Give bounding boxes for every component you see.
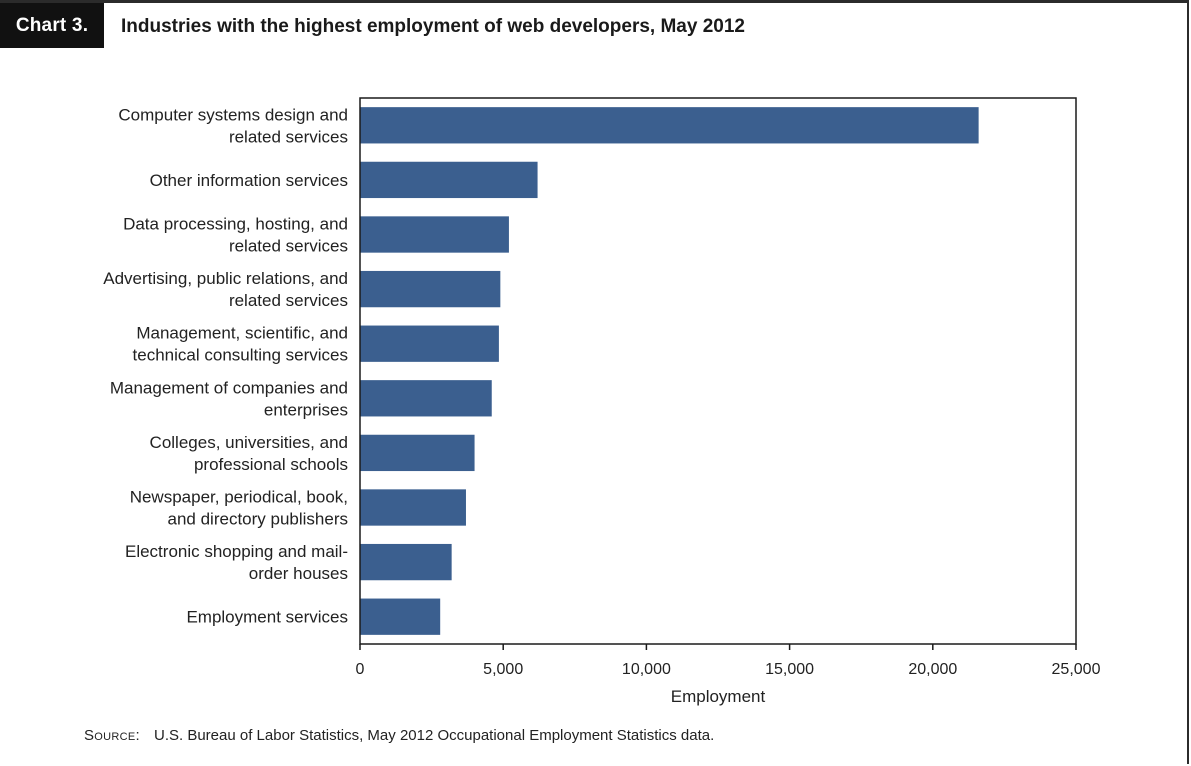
plot-area [359, 97, 1077, 645]
x-tick-label: 5,000 [483, 661, 523, 678]
category-label: Colleges, universities, and [150, 433, 348, 452]
x-tick-label: 20,000 [908, 661, 957, 678]
bar [360, 107, 979, 144]
category-label: Employment services [186, 608, 348, 627]
source-note: Source: U.S. Bureau of Labor Statistics, … [84, 727, 714, 744]
category-label: Management, scientific, and [136, 324, 348, 343]
bar [360, 489, 466, 526]
bar [360, 434, 475, 472]
bar [360, 161, 538, 199]
bar [360, 216, 509, 253]
x-tick-label: 0 [356, 661, 365, 678]
chart-title: Industries with the highest employment o… [121, 16, 745, 37]
chart-number-tag: Chart 3. [0, 3, 104, 48]
bar [360, 598, 441, 635]
category-label: professional schools [194, 455, 348, 474]
category-label: Computer systems design and [118, 105, 348, 124]
category-label: enterprises [264, 400, 348, 419]
bar [360, 325, 499, 362]
category-label: Data processing, hosting, and [123, 215, 348, 234]
category-label: related services [229, 291, 348, 310]
x-axis-label: Employment [671, 687, 766, 706]
category-label: Other information services [150, 171, 348, 190]
category-label: Newspaper, periodical, book, [130, 488, 348, 507]
bar-chart: Computer systems design and related servi… [103, 97, 1101, 706]
x-axis-ticks: 0 5,000 10,000 15,000 20,000 25,000 [356, 644, 1101, 678]
category-label: and directory publishers [168, 510, 348, 529]
bars-group [360, 107, 979, 635]
x-tick-label: 10,000 [622, 661, 671, 678]
source-text: U.S. Bureau of Labor Statistics, May 201… [154, 727, 715, 744]
category-label: technical consulting services [133, 346, 348, 365]
category-label: related services [229, 237, 348, 256]
category-label: related services [229, 127, 348, 146]
category-labels: Computer systems design and related servi… [103, 105, 348, 626]
bar [360, 543, 452, 581]
source-key: Source: [84, 727, 140, 744]
bar [360, 270, 501, 308]
category-label: Management of companies and [110, 378, 348, 397]
category-label: order houses [249, 564, 348, 583]
x-tick-label: 15,000 [765, 661, 814, 678]
x-tick-label: 25,000 [1052, 661, 1101, 678]
category-label: Advertising, public relations, and [103, 269, 348, 288]
category-label: Electronic shopping and mail- [125, 542, 348, 561]
bar [360, 380, 492, 417]
